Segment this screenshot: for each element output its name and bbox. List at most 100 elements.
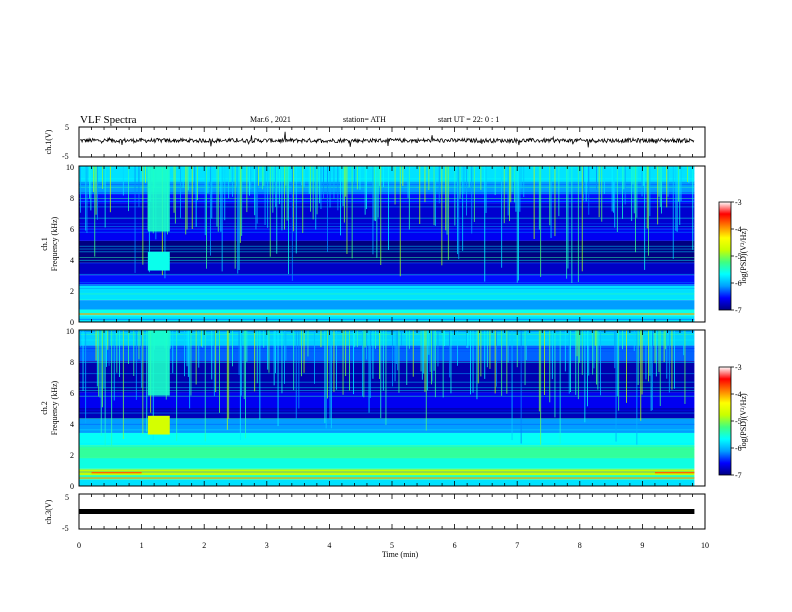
spectrogram-line (79, 449, 695, 450)
ch2-spectrogram-ticks (78, 330, 706, 486)
spectrogram-streak (457, 330, 458, 366)
spectrogram-streak (429, 330, 431, 372)
spectrogram-streak (477, 330, 479, 384)
spectrogram-streak (444, 330, 445, 346)
spectrogram-streak (434, 330, 436, 398)
spectrogram-streak (185, 166, 187, 235)
spectrogram-streak (111, 330, 113, 447)
spectrogram-streak (303, 330, 305, 373)
ch1-yticks: 10 8 6 4 2 0 (66, 163, 74, 327)
spectrogram-streak (501, 330, 503, 396)
spectrogram-line (79, 412, 695, 414)
spectrogram-streak (568, 330, 570, 394)
ch2-colorbar-gradient (718, 366, 732, 476)
spectrogram-streak (382, 166, 384, 188)
spectrogram-streak (187, 330, 189, 377)
spectrogram-streak (431, 330, 432, 385)
spectrogram-streak (211, 166, 213, 219)
spectrogram-streak (454, 166, 456, 226)
spectrogram-line (79, 331, 695, 332)
ch2-ytick-6: 6 (70, 389, 74, 398)
ch3-waveform-ylabel: ch.3(V) (44, 499, 53, 524)
spectrogram-streak (330, 330, 332, 429)
colorbar-tick-label: -7 (735, 471, 742, 480)
spectrogram-streak (314, 330, 315, 384)
date-label: Mar.6 , 2021 (250, 115, 291, 124)
spectrogram-streak (657, 166, 659, 225)
spectrogram-streak (277, 330, 279, 426)
spectrogram-streak (234, 166, 236, 269)
spectrogram-line (79, 318, 695, 320)
spectrogram-streak (220, 166, 222, 232)
spectrogram-streak (613, 166, 614, 213)
spectrogram-streak (437, 330, 439, 367)
spectrogram-streak (229, 166, 231, 182)
spectrogram-streak (319, 166, 321, 204)
spectrogram-streak (213, 330, 215, 397)
x-axis-label: Time (min) (382, 550, 419, 559)
spectrogram-band (79, 392, 695, 408)
spectrogram-streak (614, 330, 616, 369)
spectrogram-streak (433, 166, 435, 226)
spectrogram-streak (678, 166, 679, 202)
spectrogram-line (79, 287, 695, 289)
spectrogram-streak (104, 166, 106, 228)
spectrogram-streak (622, 330, 623, 350)
spectrogram-streak (375, 166, 376, 222)
spectrogram-band (79, 228, 695, 241)
ch2-spectrogram-label: ch.2 (40, 401, 49, 415)
spectrogram-streak (575, 330, 577, 395)
spectrogram-line (79, 262, 695, 264)
spectrogram-streak (438, 166, 440, 204)
spectrogram-streak (298, 330, 300, 409)
spectrogram-streak (661, 166, 662, 214)
spectrogram-streak (187, 166, 189, 191)
spectrogram-streak (195, 166, 197, 227)
spectrogram-streak (398, 330, 400, 393)
ch1-spectrogram-panel: 10 8 6 4 2 0 ch.1 Frequency (kHz) (40, 163, 706, 327)
spectrogram-streak (219, 330, 220, 413)
spectrogram-line (79, 373, 695, 375)
spectrogram-streak (108, 330, 110, 366)
spectrogram-burst (147, 251, 170, 271)
spectrogram-streak (631, 166, 633, 221)
spectrogram-line (79, 423, 695, 425)
spectrogram-band (79, 300, 695, 310)
spectrogram-streak (577, 330, 579, 400)
spectrogram-streak (215, 330, 217, 392)
spectrogram-streak (119, 330, 120, 377)
ch3-waveform-ticks (78, 494, 706, 529)
spectrogram-line (79, 231, 695, 233)
spectrogram-streak (373, 166, 375, 221)
spectrogram-streak (644, 166, 646, 270)
spectrogram-streak (507, 166, 509, 216)
spectrogram-streak (427, 330, 428, 391)
spectrogram-streak (658, 166, 660, 197)
spectrogram-streak (648, 166, 649, 256)
spectrogram-streak (675, 166, 677, 231)
spectrogram-streak (204, 166, 206, 236)
spectrogram-streak (95, 166, 97, 215)
spectrogram-streak (585, 166, 587, 202)
spectrogram-line (79, 198, 695, 199)
spectrogram-streak (377, 166, 379, 218)
spectrogram-streak (96, 166, 98, 220)
x-tick-label: 1 (140, 541, 144, 550)
spectrogram-streak (603, 166, 605, 194)
spectrogram-streak (549, 330, 551, 403)
ch1-ytick-0: 0 (70, 318, 74, 327)
spectrogram-streak (652, 330, 653, 411)
spectrogram-streak (473, 166, 475, 222)
spectrogram-streak (133, 330, 135, 376)
spectrogram-streak (401, 166, 402, 184)
spectrogram-streak (359, 166, 361, 190)
spectrogram-streak (402, 166, 404, 186)
ch2-frequency-ylabel: Frequency (kHz) (50, 380, 59, 435)
ch3-ytick-top: 5 (65, 493, 69, 502)
spectrogram-streak (268, 330, 270, 373)
spectrogram-streak (256, 330, 258, 384)
spectrogram-streak (388, 166, 389, 250)
spectrogram-streak (135, 330, 137, 400)
spectrogram-streak (98, 330, 100, 397)
